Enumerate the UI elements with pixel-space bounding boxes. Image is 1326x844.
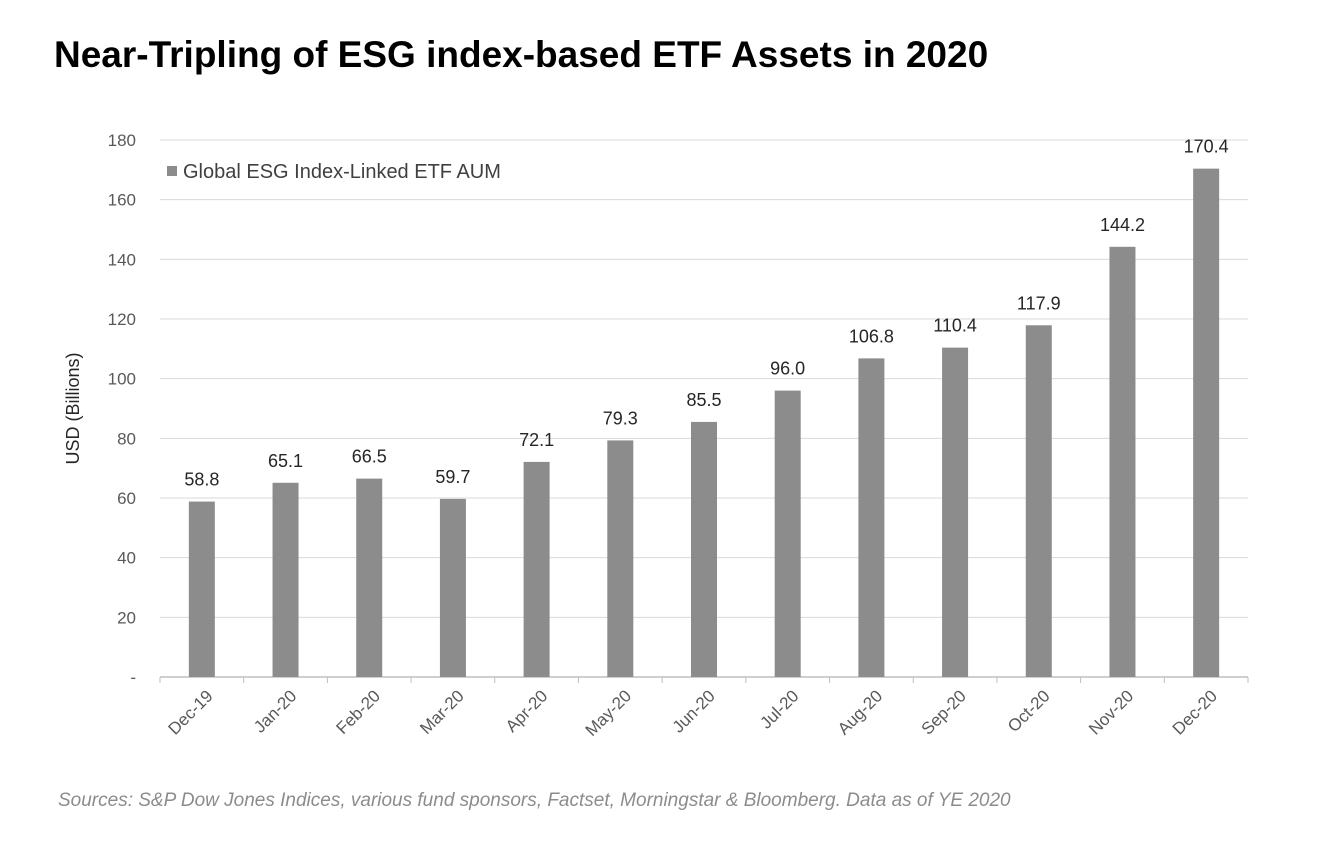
bar (356, 478, 383, 677)
x-tick-label: Feb-20 (333, 686, 385, 738)
y-tick-label: 160 (108, 191, 136, 210)
x-tick-label: Jan-20 (250, 686, 300, 736)
y-axis-title: USD (Billions) (63, 352, 83, 464)
data-label: 170.4 (1184, 137, 1229, 157)
y-tick-label: 60 (117, 489, 136, 508)
bar (272, 482, 299, 677)
data-label: 65.1 (268, 451, 303, 471)
x-tick-label: Dec-19 (164, 686, 216, 738)
source-note: Sources: S&P Dow Jones Indices, various … (58, 790, 1011, 811)
bar (188, 501, 215, 677)
data-label: 106.8 (849, 326, 894, 346)
x-tick-label: Jun-20 (669, 686, 719, 736)
y-tick-label: 140 (108, 250, 136, 269)
y-tick-label: - (130, 668, 136, 687)
x-tick-label: Dec-20 (1169, 686, 1221, 738)
bar (439, 498, 466, 677)
data-label: 66.5 (352, 447, 387, 467)
y-tick-label: 120 (108, 310, 136, 329)
y-tick-label: 40 (117, 549, 136, 568)
bar (523, 461, 550, 677)
bar (1193, 168, 1220, 677)
data-label: 72.1 (519, 430, 554, 450)
y-tick-label: 180 (108, 131, 136, 150)
chart-title: Near-Tripling of ESG index-based ETF Ass… (54, 34, 989, 75)
bar (1025, 325, 1052, 677)
bar (942, 347, 969, 677)
data-label: 96.0 (770, 359, 805, 379)
x-tick-label: May-20 (582, 686, 636, 740)
bar (774, 390, 801, 677)
x-tick-label: Jul-20 (756, 686, 802, 732)
bar (1109, 246, 1136, 677)
legend-label: Global ESG Index-Linked ETF AUM (183, 161, 501, 183)
y-tick-label: 100 (108, 370, 136, 389)
data-label: 79.3 (603, 408, 638, 428)
data-label: 85.5 (686, 390, 721, 410)
bar (858, 358, 885, 677)
legend-swatch (167, 166, 177, 176)
data-label: 144.2 (1100, 215, 1145, 235)
data-label: 110.4 (933, 316, 977, 336)
x-tick-label: Aug-20 (834, 686, 886, 738)
bar (607, 440, 634, 677)
x-tick-label: Sep-20 (918, 686, 970, 738)
x-tick-label: Mar-20 (416, 686, 468, 738)
y-tick-label: 20 (117, 608, 136, 627)
x-tick-label: Nov-20 (1085, 686, 1137, 738)
x-tick-label: Oct-20 (1004, 686, 1054, 736)
data-label: 58.8 (184, 470, 219, 490)
data-label: 117.9 (1017, 293, 1061, 313)
bar (691, 421, 717, 677)
data-label: 59.7 (435, 467, 470, 487)
x-tick-label: Apr-20 (502, 686, 552, 736)
y-tick-label: 80 (117, 429, 136, 448)
